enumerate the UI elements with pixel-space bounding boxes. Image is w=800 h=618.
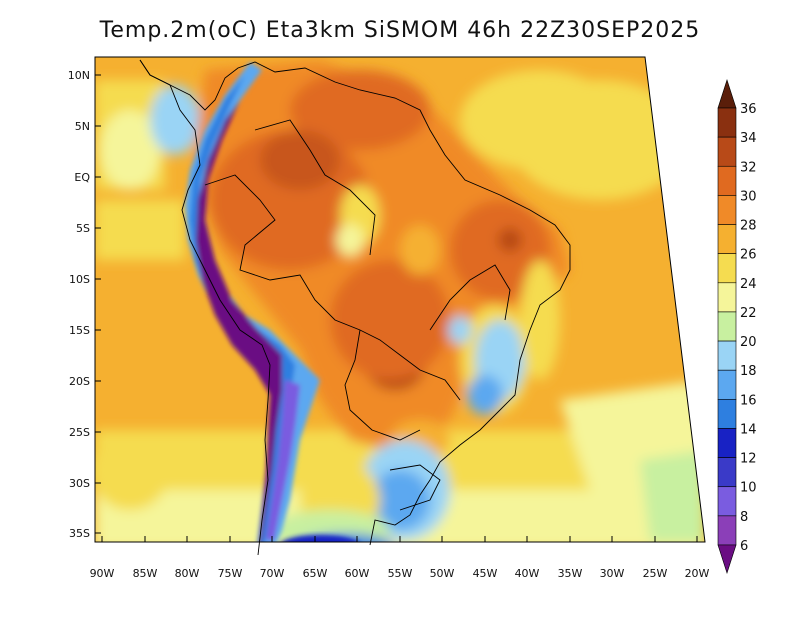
lat-label: 10N: [68, 69, 90, 82]
colorbar-label: 34: [740, 131, 757, 146]
colorbar-swatch: [717, 136, 737, 167]
lat-label: EQ: [74, 171, 90, 184]
lat-label: 20S: [69, 375, 90, 388]
lon-label: 80W: [175, 567, 200, 580]
colorbar-label: 32: [740, 160, 757, 175]
colorbar-label: 30: [740, 189, 757, 204]
lon-label: 70W: [260, 567, 285, 580]
lat-label: 15S: [69, 324, 90, 337]
lat-label: 35S: [69, 527, 90, 540]
colorbar-swatch: [717, 515, 737, 546]
colorbar-arrow-bottom: [717, 544, 737, 574]
lat-label: 30S: [69, 477, 90, 490]
colorbar-label: 10: [740, 481, 757, 496]
lon-label: 55W: [388, 567, 413, 580]
lon-label: 25W: [643, 567, 668, 580]
colorbar-label: 8: [740, 510, 748, 525]
colorbar-arrow-top: [717, 79, 737, 109]
colorbar-label: 12: [740, 452, 757, 467]
colorbar-label: 20: [740, 335, 757, 350]
colorbar-label: 6: [740, 539, 748, 554]
coastlines-borders: [139, 59, 571, 556]
lon-label: 85W: [133, 567, 158, 580]
colorbar-swatch: [717, 340, 737, 371]
colorbar-swatch: [717, 457, 737, 488]
colorbar-swatch: [717, 486, 737, 517]
longitude-axis: 90W 85W 80W 75W 70W 65W 60W 55W 50W 45W …: [90, 536, 710, 580]
map-title: Temp.2m(oC) Eta3km SiSMOM 46h 22Z30SEP20…: [99, 18, 701, 43]
colorbar-label: 36: [740, 102, 757, 117]
colorbar-swatch: [717, 399, 737, 429]
lon-label: 35W: [558, 567, 583, 580]
lat-label: 5N: [75, 120, 90, 133]
colorbar-swatch: [717, 369, 737, 400]
colorbar-swatch: [717, 428, 737, 458]
lon-label: 65W: [303, 567, 328, 580]
lat-label: 10S: [69, 273, 90, 286]
temperature-field: [95, 57, 705, 542]
lat-label: 5S: [76, 222, 90, 235]
lon-label: 90W: [90, 567, 115, 580]
lon-label: 75W: [218, 567, 243, 580]
colorbar-label: 22: [740, 306, 757, 321]
colorbar-label: 26: [740, 248, 757, 263]
lat-label: 25S: [69, 426, 90, 439]
colorbar-swatch: [717, 107, 737, 138]
lon-label: 50W: [430, 567, 455, 580]
lon-label: 60W: [345, 567, 370, 580]
colorbar-swatch: [717, 253, 737, 284]
colorbar-swatch: [717, 311, 737, 342]
colorbar-label: 24: [740, 277, 757, 292]
colorbar-label: 28: [740, 219, 757, 234]
colorbar-swatch: [717, 165, 737, 196]
colorbar-label: 14: [740, 422, 757, 437]
colorbar-label: 16: [740, 393, 757, 408]
colorbar-swatch: [717, 195, 737, 225]
colorbar: 36 34 32 30 28 26 24 22 20 18 16 14 12 10 8 6: [717, 79, 757, 574]
colorbar-swatch: [717, 224, 737, 254]
lon-label: 45W: [473, 567, 498, 580]
colorbar-label: 18: [740, 364, 757, 379]
lon-label: 40W: [515, 567, 540, 580]
lon-label: 20W: [685, 567, 710, 580]
colorbar-swatch: [717, 282, 737, 313]
latitude-axis: 10N 5N EQ 5S 10S 15S 20S 25S 30S 35S: [68, 69, 101, 540]
lon-label: 30W: [600, 567, 625, 580]
domain-frame: [94, 56, 706, 543]
